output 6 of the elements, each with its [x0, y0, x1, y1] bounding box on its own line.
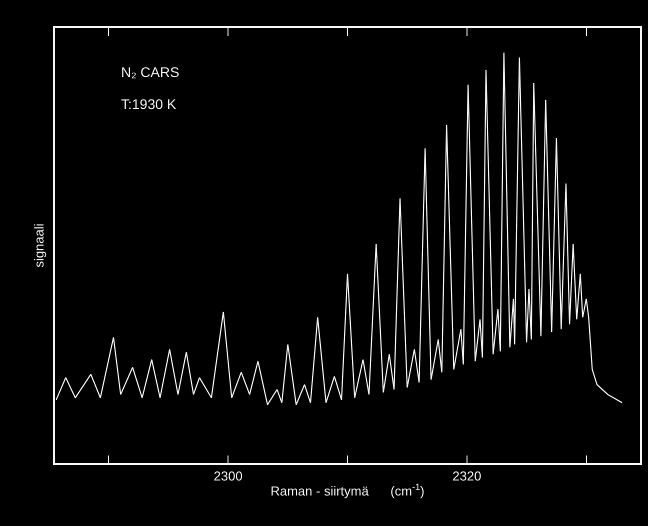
x-tick-label: 2300 [214, 468, 243, 484]
annotation: N₂ CARS [121, 64, 180, 80]
annotation: T:1930 K [121, 96, 177, 112]
x-axis-title: Raman - siirtymä (cm$^{-1}$) [270, 482, 425, 498]
x-tick-label: 2320 [452, 468, 482, 484]
y-axis-title: signaali [32, 223, 47, 268]
